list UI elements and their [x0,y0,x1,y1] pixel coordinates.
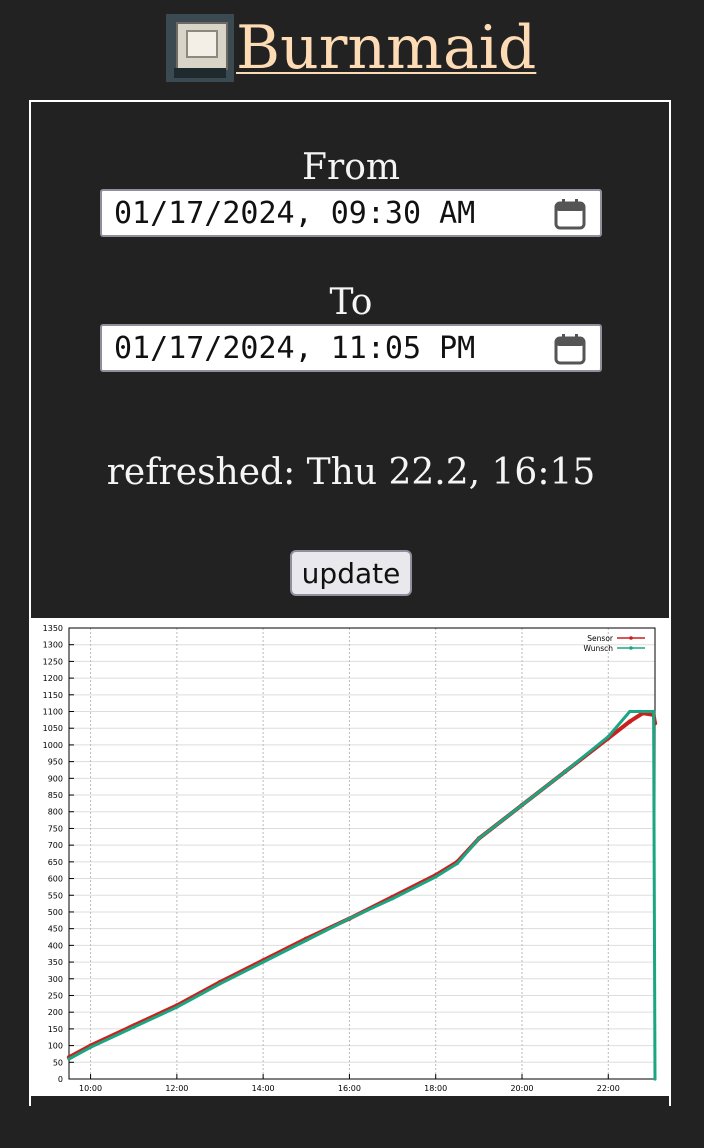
refreshed-timestamp: refreshed: Thu 22.2, 16:15 [106,452,596,493]
y-tick-label: 1300 [43,641,63,650]
plot-frame [68,627,656,1080]
y-tick-label: 800 [48,808,63,817]
data-point-wunsch [218,982,222,986]
y-tick-label: 1150 [43,691,63,700]
y-tick-label: 950 [48,758,63,767]
y-tick-label: 300 [48,975,63,984]
from-label: From [302,147,400,188]
data-point-wunsch [628,709,632,714]
y-tick-label: 700 [48,841,63,850]
y-tick-label: 100 [48,1042,63,1051]
kiln-stand [174,68,226,78]
to-datetime-value[interactable]: 01/17/2024, 11:05 PM [114,331,476,366]
y-tick-label: 1250 [43,657,63,666]
chart-bottom-bar [31,1096,669,1106]
kiln-opening [186,30,218,58]
x-tick-label: 16:00 [338,1084,361,1093]
y-tick-label: 650 [48,858,63,867]
y-tick-label: 200 [48,1008,63,1017]
y-tick-label: 50 [53,1058,63,1067]
legend-label-wunsch: Wunsch [584,644,614,653]
series-line-sensor [68,711,657,1060]
data-point-wunsch [132,1025,136,1029]
legend-marker-sensor [629,636,633,640]
chart-svg: 0 50 100 150 200 250 300 350 400 450 500 550 600 650 7… [43,624,658,1093]
y-tick-label: 1350 [43,624,63,633]
kiln-logo-icon[interactable] [166,14,234,82]
to-datetime-input[interactable]: 01/17/2024, 11:05 PM [100,324,602,372]
data-point-wunsch [347,917,352,921]
data-point-wunsch [434,875,438,879]
y-tick-label: 550 [48,891,63,900]
data-point-wunsch [175,1005,179,1009]
data-point-wunsch [390,897,395,901]
data-point-wunsch [88,1045,93,1049]
legend-label-sensor: Sensor [587,634,614,643]
y-tick-label: 350 [48,958,63,967]
y-tick-label: 500 [48,908,63,917]
calendar-icon[interactable] [554,333,586,365]
data-point-wunsch [455,861,459,866]
temperature-chart: 0 50 100 150 200 250 300 350 400 450 500 550 600 650 7… [31,618,669,1096]
x-tick-label: 12:00 [165,1084,188,1093]
x-tick-label: 10:00 [79,1084,102,1093]
data-point-wunsch [520,803,524,807]
y-tick-label: 1000 [43,741,63,750]
data-point-sensor [627,719,633,724]
y-tick-label: 0 [58,1075,63,1084]
header: Burnmaid [0,8,704,88]
data-point-wunsch [606,734,610,739]
y-tick-label: 600 [48,875,63,884]
y-tick-label: 850 [48,791,63,800]
data-point-wunsch [563,770,567,774]
series-line-wunsch [68,710,657,1080]
data-point-wunsch [261,960,265,964]
data-point-wunsch [304,938,308,942]
data-point-wunsch [653,1077,657,1081]
legend-marker-wunsch [629,646,633,650]
to-label: To [329,282,373,323]
x-tick-label: 18:00 [424,1084,447,1093]
update-button[interactable]: update [290,550,412,596]
from-datetime-input[interactable]: 01/17/2024, 09:30 AM [100,189,602,237]
x-tick-label: 14:00 [252,1084,275,1093]
calendar-icon[interactable] [554,198,586,230]
data-point-wunsch [67,1057,71,1061]
y-tick-label: 150 [48,1025,63,1034]
data-point-wunsch [651,709,656,714]
y-tick-label: 1100 [43,708,63,717]
y-tick-label: 450 [48,925,63,934]
y-tick-label: 400 [48,941,63,950]
data-point-wunsch [477,836,481,841]
y-tick-label: 250 [48,991,63,1000]
x-tick-label: 22:00 [597,1084,620,1093]
y-tick-label: 750 [48,824,63,833]
from-datetime-value[interactable]: 01/17/2024, 09:30 AM [114,196,476,231]
y-tick-label: 1200 [43,674,63,683]
site-title-link[interactable]: Burnmaid [236,13,537,83]
query-panel: From 01/17/2024, 09:30 AM To 01/17/2024,… [29,100,671,1106]
x-tick-label: 20:00 [510,1084,533,1093]
y-tick-label: 1050 [43,724,63,733]
y-tick-label: 900 [48,774,63,783]
